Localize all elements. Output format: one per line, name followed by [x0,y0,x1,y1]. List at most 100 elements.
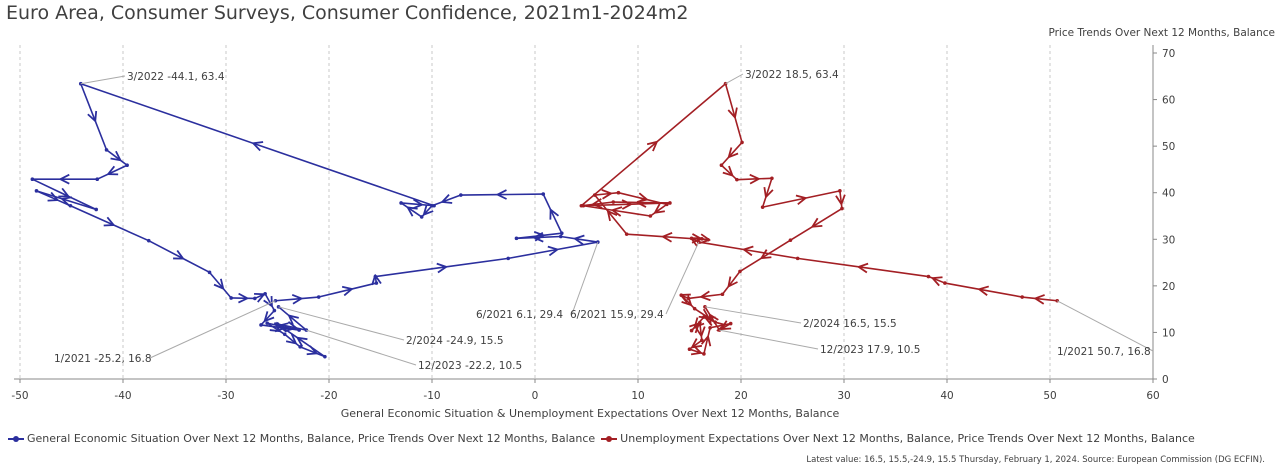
x-tick-label: -50 [11,390,28,402]
x-tick-label: 40 [940,390,953,402]
data-point [399,201,403,205]
y-tick-label: 30 [1162,234,1175,246]
series-segment [626,234,709,240]
data-point [297,328,301,332]
series-segment [581,202,614,206]
series-segment [797,257,929,278]
annotation-label: 12/2023 -22.2, 10.5 [418,360,522,372]
series-segment [375,257,509,278]
series-segment [208,271,232,299]
series-segment [649,204,668,217]
series-segment [460,194,544,195]
data-point [687,347,692,351]
series-segment [840,190,842,209]
series-segment [96,164,128,180]
data-point [702,315,706,319]
series-segment [508,241,598,260]
annotation-leader [306,329,417,366]
data-point [689,328,694,333]
data-point [78,81,83,86]
series-segment [80,82,435,207]
data-point [579,203,584,208]
data-point [740,140,744,145]
series-segment [1022,297,1058,301]
series-segment [542,193,563,234]
x-tick-label: -20 [320,390,337,402]
data-point [668,201,672,205]
annotation-leader [571,241,599,315]
data-point [788,238,793,243]
data-point [253,296,257,301]
data-point [265,321,270,325]
series-segment [613,202,670,203]
x-tick-label: 60 [1146,390,1159,402]
series-segment [580,83,727,207]
data-point [559,231,564,236]
series-segment [720,164,738,181]
series-segment [928,275,946,284]
annotation-leader [704,306,802,324]
series-segment [36,190,71,207]
data-point [735,177,739,182]
x-tick-label: 10 [631,390,644,402]
annotation-leader [665,241,700,315]
annotation-label: 2/2024 -24.9, 15.5 [406,335,504,347]
data-point [94,207,99,212]
series-segment [704,327,710,355]
series-segment [594,193,619,195]
annotation-leader [719,329,819,350]
data-point [611,200,616,204]
data-point [702,352,706,356]
y-tick-label: 0 [1162,374,1169,386]
y-tick-label: 10 [1162,327,1175,339]
series-segment [516,233,562,238]
series-segment [698,241,798,260]
series-segment [431,195,462,207]
data-point [738,269,742,274]
series-segment [718,324,730,331]
data-point [840,206,844,211]
annotation-label: 3/2022 -44.1, 63.4 [127,71,225,83]
series-segment [80,83,108,151]
series-segment [720,141,743,166]
data-point [263,291,267,296]
data-point [706,237,710,242]
data-point [700,237,704,241]
annotation-label: 3/2022 18.5, 63.4 [745,69,839,81]
data-point [708,325,712,330]
series-segment [148,239,210,274]
y-tick-label: 70 [1162,48,1175,60]
x-tick-label: -10 [423,390,440,402]
series-segment [688,294,723,298]
data-point [558,234,563,239]
annotation-leader [1056,300,1154,352]
annotation-label: 6/2021 15.9, 29.4 [570,309,664,321]
data-point [838,189,842,193]
data-point [275,322,280,326]
series-segment [400,202,423,218]
data-point [323,354,327,359]
data-point [298,345,302,349]
series-segment [583,204,651,217]
data-point [1020,295,1024,299]
legend-swatch-blue [8,434,24,444]
series-segment [790,207,843,241]
x-tick-label: 20 [734,390,747,402]
data-point [272,308,277,313]
data-point [541,192,546,196]
chart-legend: General Economic Situation Over Next 12 … [8,432,1201,445]
series-segment [721,270,741,295]
data-point [95,177,100,182]
data-point [34,189,39,193]
data-point [728,321,733,326]
data-point [374,281,379,285]
data-point [720,292,725,297]
data-point [592,193,597,197]
series-segment [724,83,743,143]
data-point [30,177,35,182]
data-point [926,274,931,279]
data-point [770,176,774,181]
series-segment [762,190,841,208]
data-point [373,274,378,279]
data-point [648,214,653,218]
